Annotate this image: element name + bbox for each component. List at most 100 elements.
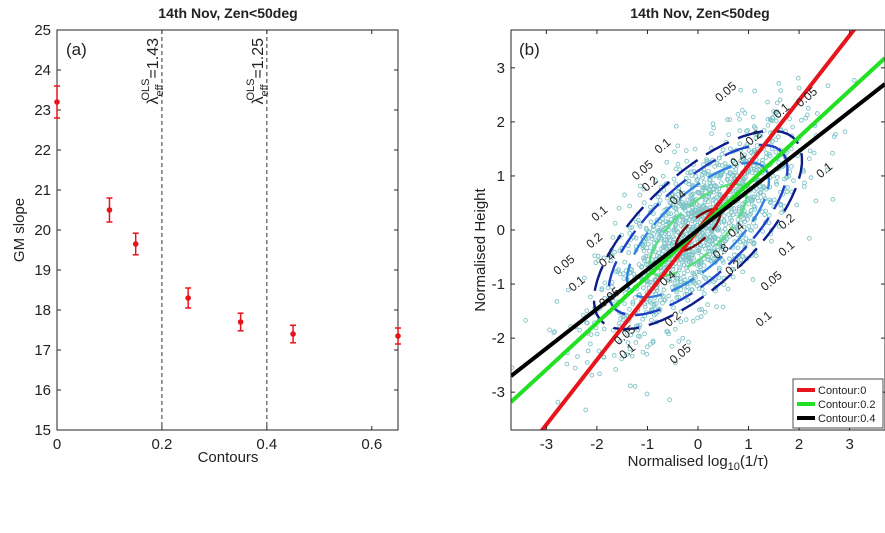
scatter-point: [720, 257, 725, 263]
panel-a-xtick-label: 0: [53, 436, 61, 453]
scatter-point: [667, 200, 673, 206]
scatter-point: [746, 201, 752, 207]
scatter-point: [711, 125, 716, 131]
scatter-point: [640, 285, 646, 291]
scatter-point: [584, 320, 589, 326]
scatter-point: [624, 352, 629, 357]
scatter-point: [701, 202, 706, 208]
fit-line: [511, 82, 885, 378]
data-point: [106, 207, 113, 213]
scatter-point: [678, 223, 684, 229]
scatter-point: [666, 293, 671, 299]
scatter-point: [627, 307, 632, 312]
scatter-point: [705, 254, 710, 260]
scatter-point: [649, 236, 655, 242]
scatter-point: [748, 211, 753, 217]
scatter-point: [681, 203, 686, 209]
scatter-point: [588, 294, 593, 300]
scatter-point: [653, 301, 659, 306]
scatter-point: [686, 256, 692, 261]
scatter-point: [651, 223, 656, 229]
scatter-point: [602, 295, 607, 301]
scatter-point: [766, 212, 772, 218]
scatter-point: [633, 340, 639, 345]
scatter-point: [776, 81, 782, 86]
scatter-point: [750, 114, 756, 120]
scatter-point: [777, 97, 783, 103]
scatter-point: [523, 318, 528, 323]
lambda-symbol: λ: [250, 97, 267, 105]
scatter-point: [720, 246, 725, 251]
scatter-point: [714, 195, 719, 200]
scatter-point: [641, 186, 647, 192]
scatter-point: [715, 236, 721, 242]
scatter-point: [801, 184, 807, 189]
scatter-point: [776, 224, 782, 229]
scatter-point: [728, 215, 733, 221]
scatter-point: [639, 264, 644, 270]
scatter-point: [670, 266, 676, 272]
scatter-point: [714, 226, 720, 232]
scatter-point: [680, 219, 686, 225]
scatter-point: [698, 217, 704, 222]
scatter-point: [727, 233, 732, 239]
scatter-point: [757, 184, 763, 189]
scatter-point: [634, 219, 639, 225]
scatter-point: [684, 203, 690, 209]
scatter-point: [648, 219, 654, 225]
scatter-point: [689, 287, 695, 293]
scatter-point: [764, 150, 769, 156]
scatter-point: [721, 260, 726, 265]
panel-a-ytick-label: 24: [34, 62, 51, 79]
panel-a-ytick-label: 22: [34, 142, 51, 159]
scatter-point: [710, 121, 716, 127]
legend-label: Contour:0.4: [818, 413, 875, 425]
scatter-point: [572, 365, 578, 371]
scatter-point: [711, 186, 717, 192]
scatter-point: [651, 301, 657, 307]
scatter-point: [729, 206, 734, 211]
scatter-point: [747, 227, 753, 233]
scatter-point: [724, 169, 730, 174]
scatter-point: [735, 232, 740, 238]
scatter-point: [726, 132, 732, 138]
scatter-point: [741, 211, 747, 216]
scatter-point: [824, 167, 830, 173]
scatter-point: [710, 197, 716, 203]
scatter-point: [798, 117, 804, 123]
scatter-point: [669, 343, 675, 349]
scatter-point: [716, 186, 721, 192]
scatter-point: [737, 116, 742, 122]
scatter-point: [696, 191, 702, 196]
scatter-point: [651, 312, 657, 318]
scatter-point: [644, 344, 650, 350]
scatter-point: [695, 176, 701, 182]
scatter-point: [752, 188, 757, 193]
scatter-point: [674, 210, 679, 216]
scatter-point: [776, 134, 781, 140]
scatter-point: [616, 321, 622, 326]
scatter-point: [694, 210, 700, 216]
scatter-point: [740, 269, 746, 275]
scatter-point: [645, 253, 650, 259]
scatter-point: [577, 327, 582, 333]
data-point: [290, 331, 296, 337]
data-point: [395, 333, 401, 339]
scatter-point: [711, 246, 717, 251]
scatter-point: [751, 124, 757, 129]
scatter-point: [805, 105, 811, 111]
scatter-point: [674, 123, 679, 129]
lambda-subscript: eff: [259, 84, 271, 97]
scatter-point: [637, 192, 643, 198]
scatter-point: [610, 235, 616, 240]
scatter-point: [753, 224, 759, 229]
scatter-point: [627, 346, 633, 352]
scatter-point: [647, 299, 653, 304]
scatter-point: [666, 211, 671, 217]
scatter-point: [661, 265, 666, 271]
scatter-point: [750, 277, 756, 282]
scatter-point: [677, 265, 683, 271]
panel-a-title: 14th Nov, Zen<50deg: [158, 5, 297, 21]
scatter-point: [694, 248, 700, 254]
scatter-point: [656, 250, 662, 256]
